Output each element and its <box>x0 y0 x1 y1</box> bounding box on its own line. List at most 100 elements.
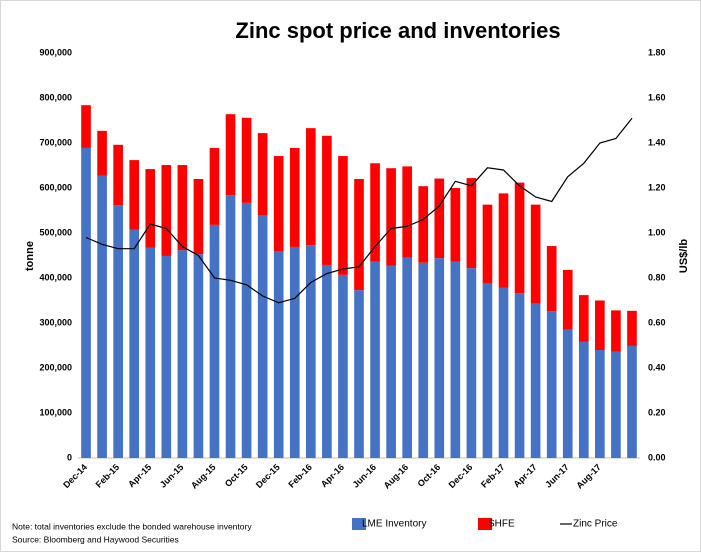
bar <box>418 262 429 458</box>
bar <box>273 251 284 458</box>
bar <box>578 341 589 458</box>
bar <box>225 114 236 196</box>
bar <box>434 178 445 259</box>
bar <box>161 255 172 458</box>
y2-tick-label: 0.00 <box>648 452 666 462</box>
bar <box>450 261 461 458</box>
bar <box>562 329 573 458</box>
bar <box>97 175 107 458</box>
y-tick-label: 200,000 <box>39 362 72 372</box>
bar <box>611 310 621 352</box>
bar <box>562 269 573 330</box>
bar <box>402 257 412 458</box>
bar <box>530 204 541 304</box>
bar <box>289 246 300 458</box>
bar <box>595 300 605 350</box>
y2-tick-label: 1.60 <box>648 92 666 102</box>
bar <box>241 202 252 458</box>
bar <box>514 182 525 294</box>
bar <box>338 156 348 275</box>
y-tick-label: 500,000 <box>39 227 72 237</box>
y-tick-label: 700,000 <box>39 137 72 147</box>
bar <box>530 303 541 458</box>
bar <box>161 165 172 256</box>
bar <box>498 193 509 288</box>
y-tick-label: 100,000 <box>39 407 72 417</box>
bar <box>386 265 396 458</box>
bar <box>257 133 268 215</box>
bar <box>322 135 332 265</box>
bar <box>578 295 589 342</box>
legend-swatch <box>352 518 366 530</box>
bar <box>322 264 332 458</box>
y-tick-label: 0 <box>67 452 72 462</box>
bar <box>627 345 637 458</box>
note: Note: total inventories exclude the bond… <box>12 521 252 531</box>
bar <box>482 204 493 284</box>
bar <box>177 250 188 458</box>
bar <box>193 179 204 255</box>
bar <box>306 245 316 458</box>
bar <box>113 205 123 458</box>
bar <box>482 283 493 458</box>
bar <box>145 247 156 458</box>
legend-label: Zinc Price <box>573 519 618 530</box>
bar <box>354 179 364 291</box>
y-tick-label: 900,000 <box>39 47 72 57</box>
bar <box>289 147 300 247</box>
bar <box>81 147 91 458</box>
bar <box>338 274 348 458</box>
bar <box>466 178 477 269</box>
bar <box>466 268 477 458</box>
y2-tick-label: 0.60 <box>648 317 666 327</box>
y2-tick-label: 0.80 <box>648 272 666 282</box>
bar <box>434 258 445 458</box>
bar <box>370 163 380 262</box>
bar <box>129 229 140 458</box>
bar <box>450 188 461 262</box>
source: Source: Bloomberg and Haywood Securities <box>12 534 179 544</box>
y2-tick-label: 0.40 <box>648 362 666 372</box>
y2-axis-label: US$/lb <box>678 239 690 274</box>
bar <box>627 310 637 346</box>
bar <box>129 160 140 230</box>
bar <box>177 165 188 251</box>
bar <box>241 117 252 203</box>
bar <box>354 290 364 458</box>
bar <box>595 350 605 458</box>
bar <box>306 128 316 246</box>
legend-label: LME Inventory <box>362 519 426 530</box>
bar <box>273 156 284 251</box>
y2-tick-label: 0.20 <box>648 407 666 417</box>
bar <box>546 311 557 458</box>
bar <box>498 287 509 458</box>
bar <box>225 195 236 458</box>
chart-title: Zinc spot price and inventories <box>235 18 560 43</box>
bar <box>402 166 412 258</box>
price-line <box>85 117 633 304</box>
y2-tick-label: 1.40 <box>648 137 666 147</box>
bar <box>257 215 268 458</box>
bar <box>418 186 429 263</box>
bar <box>193 254 204 458</box>
y-tick-label: 600,000 <box>39 182 72 192</box>
bar <box>386 168 396 266</box>
bar <box>514 293 525 458</box>
bar <box>145 169 156 248</box>
y-tick-label: 800,000 <box>39 92 72 102</box>
bar <box>209 147 220 225</box>
legend-label: SHFE <box>488 519 515 530</box>
bar <box>97 130 107 176</box>
y2-tick-label: 1.20 <box>648 182 666 192</box>
bar <box>370 261 380 458</box>
bar <box>81 105 91 148</box>
bar <box>611 351 621 458</box>
legend-swatch <box>478 518 492 530</box>
y2-tick-label: 1.00 <box>648 227 666 237</box>
y-tick-label: 400,000 <box>39 272 72 282</box>
y-tick-label: 300,000 <box>39 317 72 327</box>
bar <box>546 246 557 312</box>
y-axis-label: tonne <box>24 241 36 271</box>
